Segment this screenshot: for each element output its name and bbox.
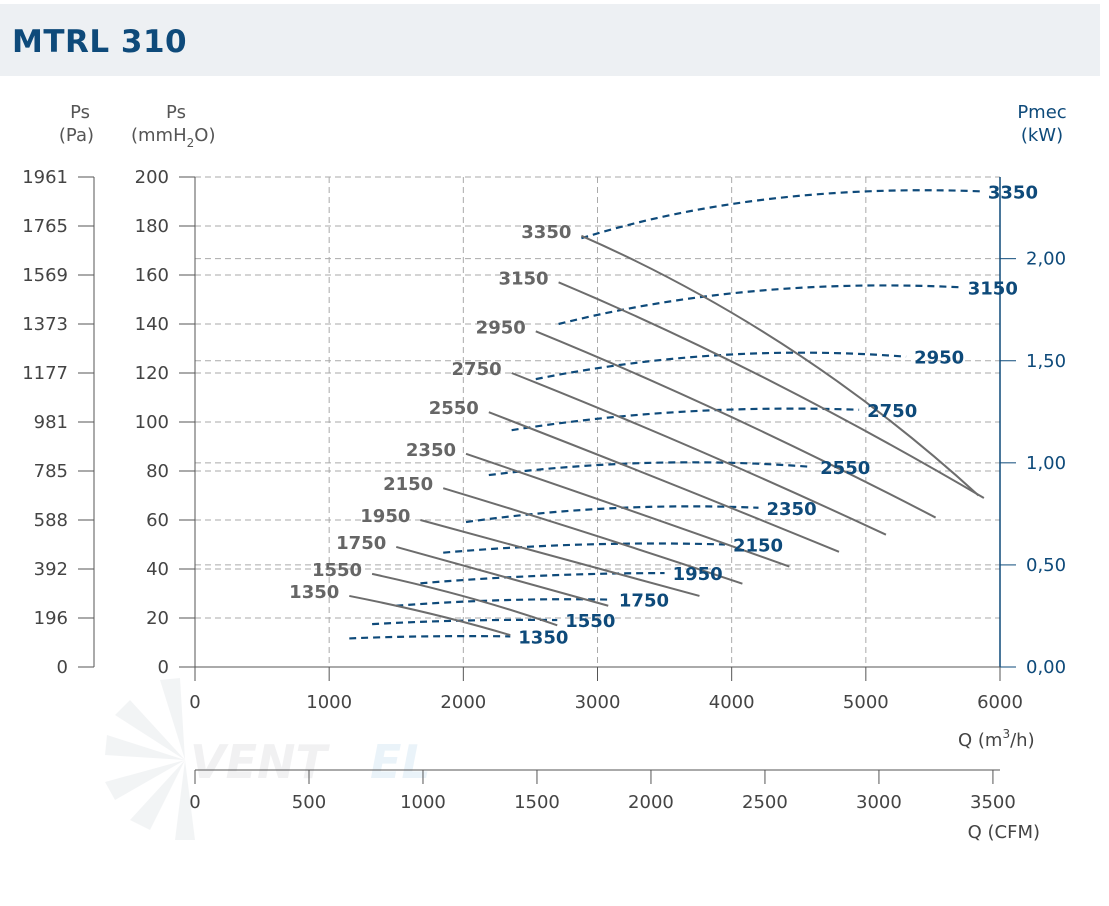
y-mm-tick-label: 60	[146, 510, 169, 531]
power-label-1550: 1550	[565, 611, 615, 632]
power-curve-1750	[396, 598, 611, 607]
power-label-2550: 2550	[820, 458, 870, 479]
y-mm-tick-label: 0	[158, 657, 169, 678]
pressure-curve-1350	[349, 594, 511, 637]
x-cfm-tick-label: 1000	[400, 792, 446, 813]
power-curve-3350	[581, 189, 980, 240]
y-mm-tick-label: 120	[135, 363, 169, 384]
power-curve-2150	[443, 542, 725, 554]
x-cfm-tick-label: 3500	[970, 792, 1016, 813]
pressure-label-1750: 1750	[336, 533, 386, 554]
pressure-label-3150: 3150	[498, 268, 548, 289]
y-pa-tick-label: 1373	[22, 314, 68, 335]
y-pa-tick-label: 981	[34, 412, 68, 433]
y-mm-tick-label: 100	[135, 412, 169, 433]
y-mm-tick-label: 140	[135, 314, 169, 335]
power-curve-1350	[349, 635, 511, 640]
y-pa-tick-label: 785	[34, 461, 68, 482]
svg-text:VENT: VENT	[190, 735, 331, 789]
y-kw-tick-label: 0,00	[1026, 657, 1066, 678]
y-pa-tick-label: 1177	[22, 363, 68, 384]
q-cfm-axis-title: Q (CFM)	[968, 822, 1040, 843]
title-bar: MTRL 310	[0, 4, 1100, 76]
x-tick-label: 3000	[575, 692, 621, 713]
svg-text:EL: EL	[370, 735, 431, 789]
power-label-2750: 2750	[867, 401, 917, 422]
pressure-label-2350: 2350	[406, 440, 456, 461]
x-tick-label: 6000	[977, 692, 1023, 713]
power-label-1950: 1950	[673, 564, 723, 585]
power-label-2950: 2950	[914, 348, 964, 369]
y-mm-tick-label: 80	[146, 461, 169, 482]
y-mm-tick-label: 160	[135, 265, 169, 286]
y-kw-tick-label: 1,50	[1026, 351, 1066, 372]
pmec-axis-unit: (kW)	[1021, 125, 1063, 146]
y-pa-tick-label: 1765	[22, 216, 68, 237]
power-label-2150: 2150	[733, 536, 783, 557]
y-mm-tick-label: 200	[135, 167, 169, 188]
power-label-1750: 1750	[619, 591, 669, 612]
pressure-label-2150: 2150	[383, 474, 433, 495]
x-cfm-tick-label: 500	[292, 792, 326, 813]
power-curve-1950	[420, 571, 665, 585]
x-tick-label: 4000	[709, 692, 755, 713]
x-tick-label: 1000	[306, 692, 352, 713]
pressure-label-2750: 2750	[452, 359, 502, 380]
x-tick-label: 5000	[843, 692, 889, 713]
x-cfm-tick-label: 2000	[628, 792, 674, 813]
pressure-label-1350: 1350	[289, 582, 339, 603]
pressure-curve-2350	[465, 452, 790, 568]
pressure-curve-3350	[580, 234, 980, 497]
pmec-axis-label: Pmec	[1017, 102, 1066, 123]
pressure-curve-2150	[442, 487, 743, 585]
power-label-2350: 2350	[767, 499, 817, 520]
power-label-3150: 3150	[968, 278, 1018, 299]
page-title: MTRL 310	[12, 24, 188, 60]
x-tick-label: 2000	[440, 692, 486, 713]
power-curve-2550	[488, 461, 813, 477]
pressure-curve-2750	[511, 372, 887, 536]
x-tick-label: 0	[189, 692, 200, 713]
pressure-curve-1950	[420, 519, 700, 597]
q-m3h-axis-title: Q (m3/h)	[958, 727, 1035, 751]
pressure-label-3350: 3350	[521, 222, 571, 243]
pressure-label-1550: 1550	[312, 560, 362, 581]
pressure-curve-3150	[558, 281, 985, 499]
y-pa-tick-label: 196	[34, 608, 68, 629]
y-mm-tick-label: 40	[146, 559, 169, 580]
pressure-curve-1750	[395, 545, 609, 607]
y-kw-tick-label: 0,50	[1026, 555, 1066, 576]
y-pa-tick-label: 0	[57, 657, 68, 678]
y-kw-tick-label: 2,00	[1026, 249, 1066, 270]
x-cfm-tick-label: 1500	[514, 792, 560, 813]
power-curve-2750	[511, 407, 860, 432]
pressure-label-2950: 2950	[476, 317, 526, 338]
pressure-curve-2550	[488, 411, 840, 553]
watermark-logo: VENT EL	[105, 678, 431, 840]
pressure-label-2550: 2550	[429, 398, 479, 419]
mm-axis-unit: (mmH2O)	[131, 125, 215, 150]
y-pa-tick-label: 588	[34, 510, 68, 531]
x-cfm-tick-label: 3000	[856, 792, 902, 813]
pressure-label-1950: 1950	[360, 506, 410, 527]
pressure-curve-1550	[371, 572, 558, 627]
pa-axis-unit: (Pa)	[59, 125, 94, 146]
pressure-curve-2950	[535, 330, 937, 519]
x-cfm-tick-label: 0	[189, 792, 200, 813]
y-pa-tick-label: 1961	[22, 167, 68, 188]
y-mm-tick-label: 20	[146, 608, 169, 629]
mm-axis-label: Ps	[166, 102, 186, 123]
y-kw-tick-label: 1,00	[1026, 453, 1066, 474]
y-pa-tick-label: 392	[34, 559, 68, 580]
y-mm-tick-label: 180	[135, 216, 169, 237]
pa-axis-label: Ps	[70, 102, 90, 123]
power-label-3350: 3350	[988, 182, 1038, 203]
power-label-1350: 1350	[518, 627, 568, 648]
y-pa-tick-label: 1569	[22, 265, 68, 286]
power-curve-2350	[465, 505, 759, 524]
x-cfm-tick-label: 2500	[742, 792, 788, 813]
power-curve-3150	[558, 284, 960, 326]
